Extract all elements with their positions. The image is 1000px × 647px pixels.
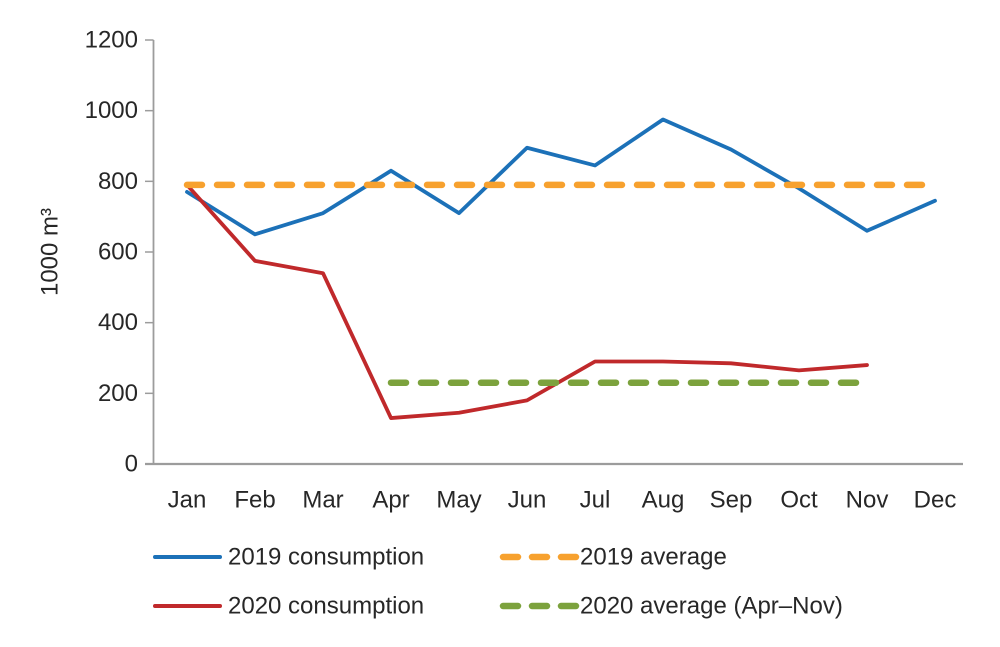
x-tick-label-mar: Mar xyxy=(302,487,343,514)
y-tick-label-600: 600 xyxy=(98,239,138,266)
line-2019-consumption xyxy=(185,117,937,237)
legend-label-2019-average: 2019 average xyxy=(580,544,727,571)
x-tick-label-jan: Jan xyxy=(168,487,207,514)
line-2020-consumption xyxy=(185,182,869,420)
legend-label-2020-average-apr-nov: 2020 average (Apr–Nov) xyxy=(580,593,843,620)
x-tick-label-dec: Dec xyxy=(914,487,957,514)
y-tick-label-200: 200 xyxy=(98,380,138,407)
y-tick-label-1000: 1000 xyxy=(85,97,138,124)
x-tick-label-may: May xyxy=(436,487,481,514)
x-tick-label-jul: Jul xyxy=(580,487,611,514)
x-tick-label-sep: Sep xyxy=(710,487,753,514)
y-tick-label-0: 0 xyxy=(125,451,138,478)
x-tick-label-aug: Aug xyxy=(642,487,685,514)
y-tick-label-1200: 1200 xyxy=(85,27,138,54)
x-tick-label-feb: Feb xyxy=(234,487,275,514)
x-tick-label-jun: Jun xyxy=(508,487,547,514)
y-tick-label-400: 400 xyxy=(98,309,138,336)
legend-label-2019-consumption: 2019 consumption xyxy=(228,544,424,571)
x-tick-label-nov: Nov xyxy=(846,487,889,514)
y-tick-label-800: 800 xyxy=(98,168,138,195)
x-tick-label-oct: Oct xyxy=(780,487,818,514)
y-axis-title: 1000 m³ xyxy=(37,208,64,296)
x-tick-label-apr: Apr xyxy=(372,487,409,514)
legend-label-2020-consumption: 2020 consumption xyxy=(228,593,424,620)
